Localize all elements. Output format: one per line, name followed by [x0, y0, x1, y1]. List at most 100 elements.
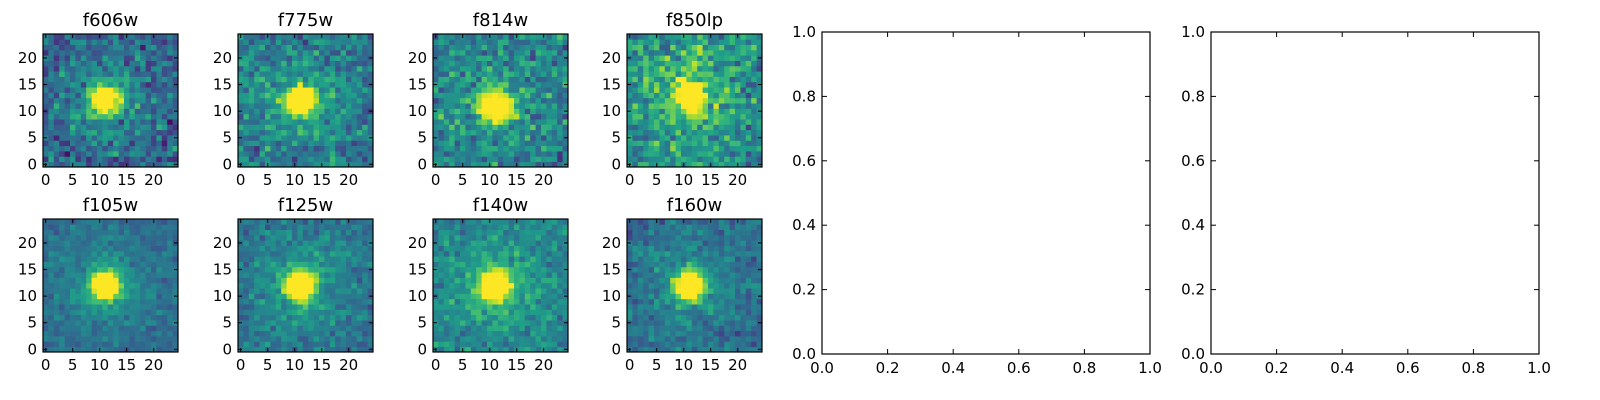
- heatmap-cell: [140, 145, 146, 152]
- heatmap-cell: [659, 76, 666, 83]
- heatmap-cell: [134, 34, 141, 40]
- heatmap-cell: [292, 87, 298, 93]
- heatmap-cell: [637, 325, 644, 332]
- heatmap-cell: [438, 103, 445, 109]
- heatmap-cell: [281, 314, 287, 321]
- heatmap-cell: [329, 60, 336, 67]
- heatmap-cell: [64, 272, 71, 278]
- heatmap-cell: [319, 156, 325, 163]
- heatmap-cell: [449, 234, 455, 241]
- heatmap-cell: [172, 325, 179, 332]
- heatmap-cell: [172, 113, 179, 120]
- heatmap-cell: [686, 49, 693, 56]
- heatmap-cell: [91, 256, 98, 262]
- heatmap-cell: [43, 282, 49, 289]
- heatmap-cell: [438, 60, 445, 67]
- heatmap-cell: [362, 103, 368, 109]
- heatmap-cell: [745, 282, 752, 289]
- heatmap-cell: [756, 103, 763, 109]
- heatmap-cell: [151, 140, 157, 147]
- heatmap-cell: [433, 129, 439, 136]
- heatmap-cell: [281, 87, 287, 93]
- heatmap-cell: [145, 320, 152, 326]
- heatmap-cell: [356, 261, 363, 268]
- heatmap-cell: [297, 156, 304, 163]
- heatmap-cell: [487, 245, 493, 252]
- heatmap-cell: [697, 161, 703, 168]
- heatmap-cell: [724, 156, 730, 163]
- heatmap-cell: [302, 156, 309, 163]
- heatmap-cell: [557, 277, 563, 284]
- heatmap-cell: [145, 314, 152, 321]
- heatmap-cell: [557, 103, 563, 109]
- heatmap-cell: [503, 119, 509, 125]
- heatmap-cell: [48, 293, 55, 300]
- heatmap-cell: [562, 261, 569, 268]
- heatmap-cell: [335, 135, 341, 141]
- heatmap-cell: [713, 76, 720, 83]
- heatmap-cell: [238, 71, 244, 77]
- heatmap-cell: [524, 298, 531, 305]
- heatmap-cell: [118, 129, 125, 136]
- heatmap-cell: [275, 288, 282, 294]
- heatmap-cell: [497, 224, 504, 230]
- heatmap-cell: [659, 336, 666, 342]
- heatmap-cell: [243, 330, 250, 337]
- heatmap-cell: [59, 44, 65, 51]
- heatmap-cell: [243, 71, 250, 77]
- heatmap-cell: [64, 304, 71, 310]
- heatmap-cell: [319, 145, 325, 152]
- heatmap-cell: [172, 44, 179, 51]
- heatmap-cell: [454, 219, 461, 225]
- heatmap-cell: [243, 250, 250, 257]
- heatmap-cell: [724, 129, 730, 136]
- heatmap-cell: [270, 135, 277, 141]
- heatmap-cell: [562, 129, 569, 136]
- heatmap-cell: [497, 293, 504, 300]
- heatmap-cell: [297, 65, 304, 72]
- heatmap-cell: [708, 341, 714, 348]
- heatmap-cell: [751, 325, 757, 332]
- heatmap-cell: [686, 298, 693, 305]
- heatmap-cell: [648, 336, 655, 342]
- heatmap-cell: [118, 145, 125, 152]
- heatmap-cell: [281, 76, 287, 83]
- heatmap-cell: [356, 39, 363, 45]
- heatmap-cell: [151, 76, 157, 83]
- heatmap-cell: [735, 277, 741, 284]
- heatmap-cell: [107, 219, 114, 225]
- heatmap-cell: [248, 261, 255, 268]
- heatmap-cell: [340, 325, 347, 332]
- heatmap-cell: [248, 240, 255, 246]
- heatmap-cell: [43, 309, 49, 316]
- heatmap-cell: [43, 156, 49, 163]
- heatmap-cell: [443, 113, 450, 120]
- heatmap-cell: [735, 92, 741, 99]
- heatmap-cell: [248, 341, 255, 348]
- heatmap-cell: [508, 92, 515, 99]
- heatmap-cell: [530, 219, 536, 225]
- heatmap-cell: [643, 298, 649, 305]
- heatmap-cell: [259, 282, 266, 289]
- heatmap-cell: [691, 92, 698, 99]
- heatmap-cell: [167, 234, 173, 241]
- heatmap-cell: [724, 341, 730, 348]
- heatmap-cell: [43, 330, 49, 337]
- heatmap-cell: [492, 55, 499, 61]
- heatmap-cell: [530, 261, 536, 268]
- heatmap-cell: [524, 124, 531, 131]
- heatmap-cell: [91, 97, 98, 104]
- heatmap-cell: [351, 124, 358, 131]
- heatmap-cell: [718, 277, 725, 284]
- heatmap-cell: [438, 135, 445, 141]
- heatmap-cell: [487, 256, 493, 262]
- heatmap-cell: [124, 71, 130, 77]
- heatmap-cell: [492, 76, 499, 83]
- heatmap-cell: [302, 234, 309, 241]
- heatmap-cell: [281, 219, 287, 225]
- heatmap-cell: [503, 288, 509, 294]
- heatmap-cell: [265, 113, 271, 120]
- heatmap-cell: [297, 330, 304, 337]
- heatmap-cell: [443, 87, 450, 93]
- heatmap-cell: [329, 161, 336, 168]
